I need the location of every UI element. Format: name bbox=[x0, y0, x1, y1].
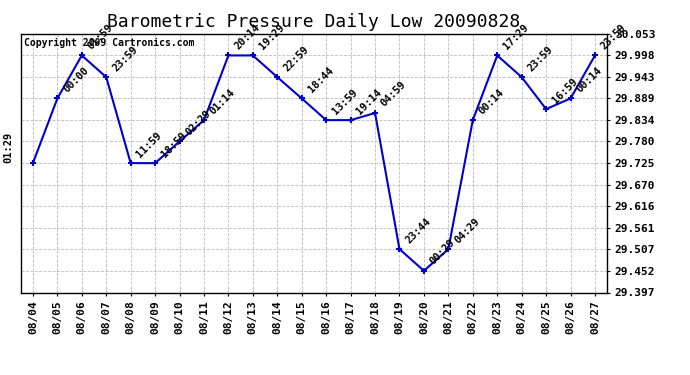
Text: 04:59: 04:59 bbox=[380, 80, 408, 109]
Text: 23:59: 23:59 bbox=[599, 22, 629, 51]
Text: 18:59: 18:59 bbox=[159, 130, 188, 159]
Text: 18:44: 18:44 bbox=[306, 65, 335, 94]
Text: 01:29: 01:29 bbox=[3, 132, 13, 163]
Text: 00:14: 00:14 bbox=[477, 87, 506, 116]
Text: 19:14: 19:14 bbox=[355, 87, 384, 116]
Text: 16:59: 16:59 bbox=[550, 76, 580, 105]
Text: 19:29: 19:29 bbox=[257, 22, 286, 51]
Text: 01:59: 01:59 bbox=[86, 22, 115, 51]
Text: 20:14: 20:14 bbox=[233, 22, 262, 51]
Text: 04:29: 04:29 bbox=[453, 216, 482, 245]
Text: 00:14: 00:14 bbox=[575, 65, 604, 94]
Text: 23:59: 23:59 bbox=[110, 44, 139, 73]
Text: 00:00: 00:00 bbox=[61, 65, 90, 94]
Text: 22:59: 22:59 bbox=[282, 44, 310, 73]
Text: 00:29: 00:29 bbox=[428, 237, 457, 267]
Text: 01:14: 01:14 bbox=[208, 87, 237, 116]
Text: 17:29: 17:29 bbox=[502, 22, 531, 51]
Text: 02:29: 02:29 bbox=[184, 108, 213, 137]
Text: 13:59: 13:59 bbox=[331, 87, 359, 116]
Text: 23:44: 23:44 bbox=[404, 216, 433, 245]
Text: 23:59: 23:59 bbox=[526, 44, 555, 73]
Text: Copyright 2009 Cartronics.com: Copyright 2009 Cartronics.com bbox=[23, 38, 194, 48]
Title: Barometric Pressure Daily Low 20090828: Barometric Pressure Daily Low 20090828 bbox=[108, 13, 520, 31]
Text: 11:59: 11:59 bbox=[135, 130, 164, 159]
